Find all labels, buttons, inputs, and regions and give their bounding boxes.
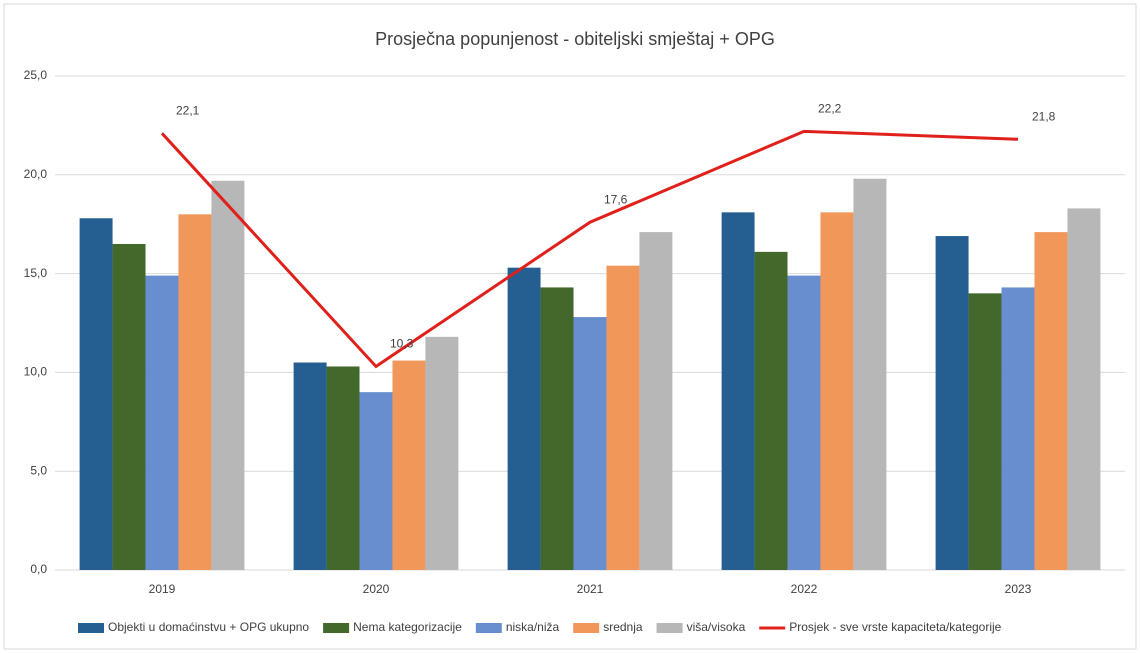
bar — [606, 265, 640, 570]
bar — [1034, 232, 1068, 570]
y-tick-label: 0,0 — [30, 562, 47, 576]
line-series — [160, 129, 1019, 369]
x-tick-label: 2020 — [363, 582, 390, 596]
legend-swatch — [475, 623, 502, 633]
bar — [326, 366, 360, 570]
data-label: 22,2 — [818, 101, 842, 115]
bar — [787, 275, 821, 570]
bar — [639, 232, 673, 570]
bar — [1067, 208, 1101, 570]
bar — [540, 287, 574, 570]
bar — [392, 360, 426, 570]
data-label: 22,1 — [176, 103, 200, 117]
bar — [754, 251, 788, 570]
bar — [968, 293, 1002, 570]
bar — [573, 317, 607, 570]
chart-title: Prosječna popunjenost - obiteljski smješ… — [375, 29, 775, 49]
y-tick-label: 20,0 — [24, 167, 48, 181]
bar — [820, 212, 854, 570]
x-tick-label: 2023 — [1005, 582, 1032, 596]
legend-swatch — [78, 623, 104, 633]
legend-label: srednja — [603, 620, 643, 634]
bar — [211, 180, 245, 570]
bar — [507, 267, 541, 570]
legend-swatch — [573, 623, 600, 633]
x-tick-label: 2019 — [149, 582, 176, 596]
bar — [79, 218, 113, 570]
y-tick-label: 5,0 — [30, 463, 47, 477]
legend-label: niska/niža — [506, 620, 560, 634]
data-label: 21,8 — [1032, 109, 1056, 123]
legend-label: viša/visoka — [687, 620, 746, 634]
y-tick-label: 25,0 — [24, 68, 48, 82]
x-tick-label: 2021 — [577, 582, 604, 596]
bar — [935, 236, 969, 570]
y-tick-label: 10,0 — [24, 365, 48, 379]
data-label: 10,3 — [390, 337, 414, 351]
x-tick-label: 2022 — [791, 582, 818, 596]
data-label: 17,6 — [604, 192, 628, 206]
y-tick-label: 15,0 — [24, 266, 48, 280]
bar — [1001, 287, 1035, 570]
bar — [853, 178, 887, 570]
bar — [425, 336, 459, 570]
bar — [721, 212, 755, 570]
legend-label: Objekti u domaćinstvu + OPG ukupno — [108, 620, 309, 634]
bar — [112, 243, 146, 570]
bar — [359, 392, 393, 570]
legend-label: Prosjek - sve vrste kapaciteta/kategorij… — [789, 620, 1001, 634]
legend-swatch — [323, 623, 350, 633]
bar — [145, 275, 179, 570]
bar — [293, 362, 327, 570]
bar — [178, 214, 212, 570]
legend-swatch — [656, 623, 683, 633]
legend-label: Nema kategorizacije — [353, 620, 462, 634]
